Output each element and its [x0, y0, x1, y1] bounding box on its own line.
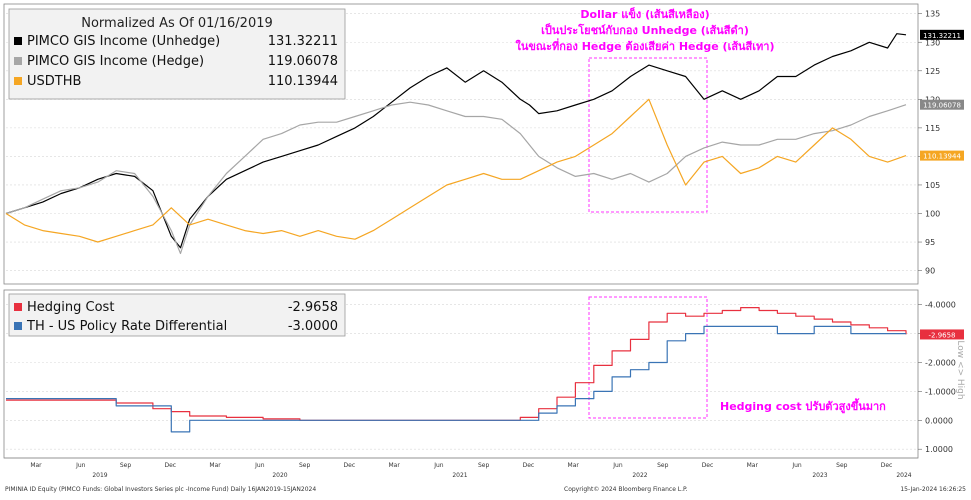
x-month-label: Sep [120, 462, 132, 469]
x-month-label: Dec [523, 462, 535, 469]
legend-value-unhedge: 131.32211 [268, 34, 338, 49]
annotation-dollar-strong: Dollar แข็ง (เส้นสีเหลือง) [580, 7, 709, 21]
last-value-badge [920, 29, 964, 40]
y-tick-label: 1.0000 [925, 445, 953, 454]
legend-value-hedging-cost: -2.9658 [288, 300, 338, 315]
x-month-label: Mar [209, 462, 221, 469]
y-tick-label: -4.0000 [925, 301, 956, 310]
series-line-1 [5, 101, 907, 255]
series-line-1 [6, 325, 906, 433]
x-month-label: Sep [478, 462, 490, 469]
bottom-legend: Hedging Cost -2.9658 TH - US Policy Rate… [8, 293, 346, 337]
x-month-label: Jun [791, 462, 802, 469]
footer-center: Copyright© 2024 Bloomberg Finance L.P. [564, 486, 688, 493]
bottom-legend-box [8, 293, 346, 337]
y-tick-label: -1.0000 [925, 387, 956, 396]
last-value-badge [920, 150, 964, 161]
annotation-hedge-cost: ในขณะที่กอง Hedge ต้องเสียค่า Hedge (เส้… [515, 38, 774, 53]
legend-title: Normalized As Of 01/16/2019 [81, 16, 273, 31]
series-line-0 [5, 33, 907, 249]
x-month-label: Jun [75, 462, 86, 469]
last-value-badge-text: -2.9658 [928, 331, 955, 339]
legend-value-usdthb: 110.13944 [268, 74, 338, 89]
y-tick-label: 115 [925, 124, 940, 133]
x-month-label: Sep [836, 462, 848, 469]
legend-value-hedge: 119.06078 [268, 54, 338, 69]
last-value-badge [920, 99, 964, 110]
highlight-box-bottom [588, 296, 708, 419]
y-tick-label: 130 [925, 38, 940, 47]
legend-label-unhedge: PIMCO GIS Income (Unhedge) [27, 34, 220, 49]
x-month-label: Dec [702, 462, 714, 469]
last-value-badge-text: 110.13944 [923, 153, 961, 161]
y-tick-label: 95 [925, 238, 935, 247]
x-month-label: Dec [164, 462, 176, 469]
annotation-hedging-cost-rise: Hedging cost ปรับตัวสูงขึ้นมาก [720, 398, 886, 414]
footer-right: 15-Jan-2024 16:26:25 [900, 486, 966, 493]
x-year-label: 2024 [896, 472, 911, 479]
legend-value-rate-diff: -3.0000 [288, 319, 338, 334]
annotation-unhedge-benefit: เป็นประโยชน์กับกอง Unhedge (เส้นสีดำ) [541, 23, 749, 37]
y-tick-label: 105 [925, 181, 940, 190]
last-value-badges: 131.32211 119.06078 110.13944 -2.9658 [920, 29, 964, 340]
legend-label-hedging-cost: Hedging Cost [27, 300, 114, 315]
legend-swatch-unhedge [14, 37, 22, 45]
top-grid [6, 13, 918, 271]
x-year-label: 2023 [812, 472, 827, 479]
legend-swatch-usdthb [14, 77, 22, 85]
last-value-badge-text: 131.32211 [923, 32, 961, 40]
x-month-label: Dec [344, 462, 356, 469]
last-value-badge [920, 329, 964, 340]
y-tick-label: 90 [925, 267, 935, 276]
y-tick-label: 0.0000 [925, 416, 953, 425]
top-legend-box [8, 8, 346, 100]
x-month-label: Sep [657, 462, 669, 469]
x-year-label: 2021 [452, 472, 467, 479]
x-year-label: 2020 [272, 472, 287, 479]
x-month-label: Mar [30, 462, 42, 469]
y-tick-label: 125 [925, 67, 940, 76]
legend-label-hedge: PIMCO GIS Income (Hedge) [27, 54, 204, 69]
x-year-label: 2019 [92, 472, 107, 479]
top-y-axis: 9095100105110115120125130135 [918, 10, 940, 276]
legend-label-usdthb: USDTHB [27, 74, 81, 89]
top-series-lines [5, 33, 907, 255]
footer-left: PIMINIA ID Equity (PIMCO Funds: Global I… [5, 486, 316, 493]
bottom-series-lines [6, 307, 907, 433]
series-line-2 [5, 98, 907, 243]
x-month-label: Mar [388, 462, 400, 469]
series-line-0 [6, 307, 907, 421]
x-month-label: Jun [254, 462, 265, 469]
x-month-label: Mar [747, 462, 759, 469]
x-year-label: 2022 [632, 472, 647, 479]
legend-swatch-hedge [14, 57, 22, 65]
x-month-label: Jun [433, 462, 444, 469]
top-legend: Normalized As Of 01/16/2019 PIMCO GIS In… [8, 8, 346, 100]
last-value-badge-text: 119.06078 [923, 102, 961, 110]
legend-swatch-rate-diff [14, 322, 22, 330]
x-month-label: Sep [299, 462, 311, 469]
y-tick-label: 100 [925, 210, 940, 219]
x-axis: Mar Jun Sep Dec Mar Jun Sep Dec Mar Jun Sep Dec Mar J… [4, 457, 918, 479]
x-month-label: Mar [568, 462, 580, 469]
x-month-label: Jun [612, 462, 623, 469]
highlight-box-top [588, 57, 708, 213]
y-tick-label: 135 [925, 10, 940, 19]
x-month-label: Dec [881, 462, 893, 469]
legend-swatch-hedging-cost [14, 303, 22, 311]
legend-label-rate-diff: TH - US Policy Rate Differential [26, 319, 227, 334]
side-label-low-high: Low <> High [955, 340, 965, 399]
y-tick-label: -2.0000 [925, 358, 956, 367]
